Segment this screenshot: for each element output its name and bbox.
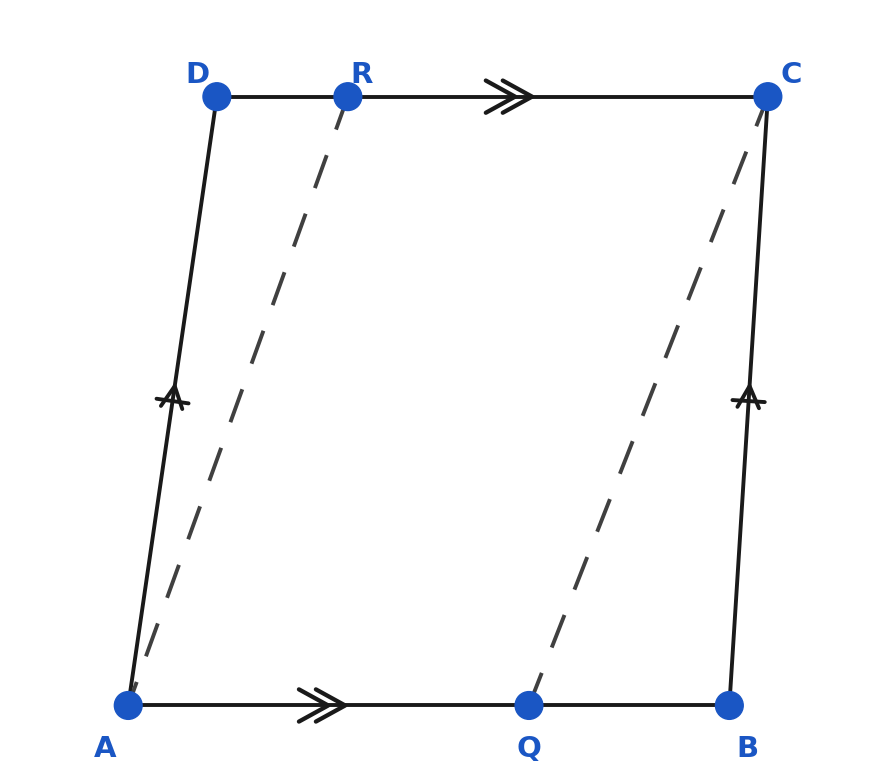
Circle shape <box>334 83 361 111</box>
Text: A: A <box>93 735 116 763</box>
Circle shape <box>203 83 230 111</box>
Text: D: D <box>185 62 210 90</box>
Circle shape <box>515 692 543 719</box>
Circle shape <box>114 692 142 719</box>
Text: B: B <box>737 735 759 763</box>
Circle shape <box>754 83 781 111</box>
Circle shape <box>716 692 743 719</box>
Text: Q: Q <box>517 735 541 763</box>
Text: C: C <box>780 62 801 90</box>
Text: R: R <box>350 62 373 90</box>
